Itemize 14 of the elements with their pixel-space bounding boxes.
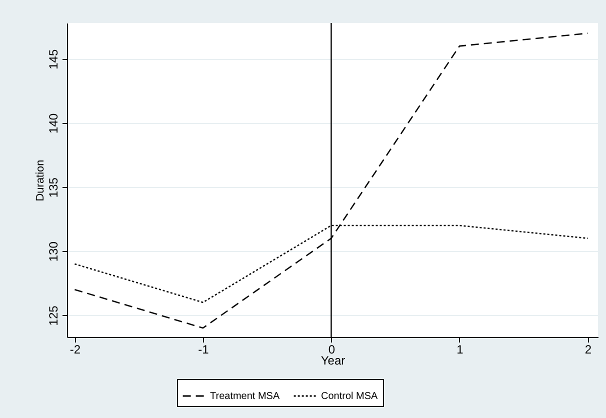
x-tick-label: 0 <box>328 342 336 356</box>
y-tick-label: 140 <box>46 113 60 134</box>
y-tick-label: 135 <box>46 177 60 198</box>
x-tick-label: 1 <box>456 342 464 356</box>
x-axis-title: Year <box>320 354 346 368</box>
x-tick-label: 2 <box>584 342 592 356</box>
y-axis-title: Duration <box>34 160 46 202</box>
x-tick-label: -1 <box>198 342 210 356</box>
legend-label: Control MSA <box>321 391 378 402</box>
y-tick-label: 125 <box>46 305 60 326</box>
x-tick-label: -2 <box>70 342 81 356</box>
legend-label: Treatment MSA <box>210 391 280 402</box>
y-tick-label: 130 <box>46 241 60 262</box>
y-tick-label: 145 <box>46 49 60 70</box>
